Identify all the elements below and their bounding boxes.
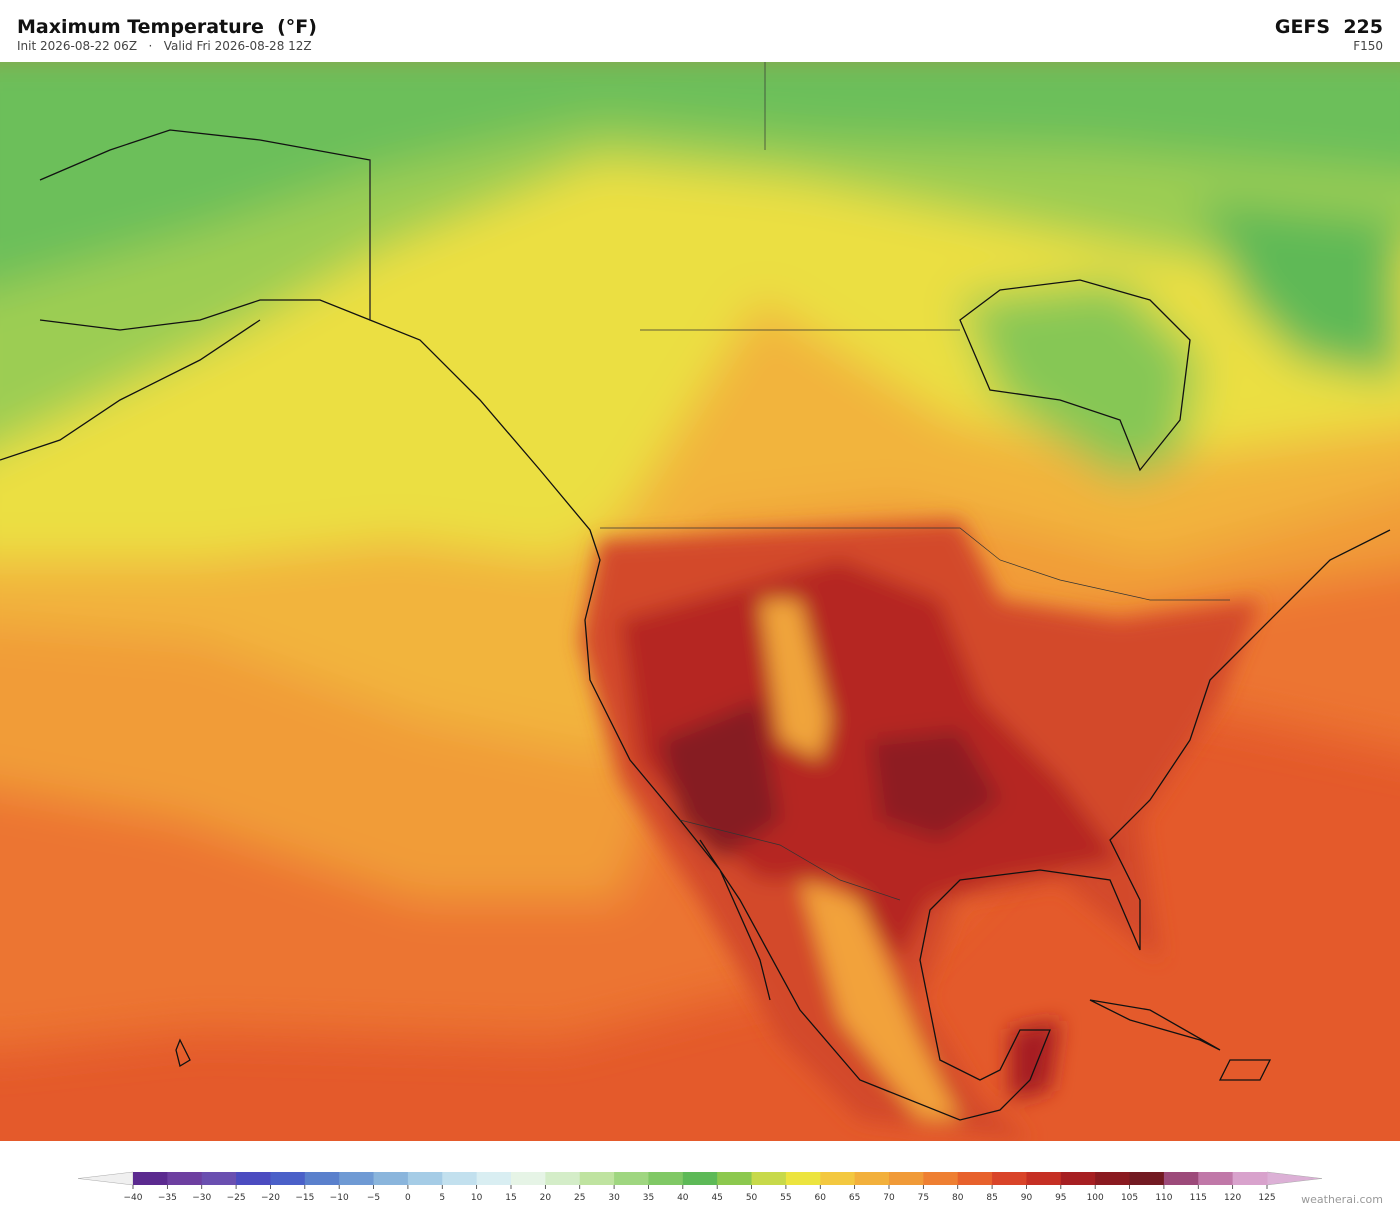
- colorbar-segment: [167, 1172, 203, 1185]
- subtitle: Init 2026-08-22 06Z · Valid Fri 2026-08-…: [17, 39, 312, 53]
- colorbar-tick-label: 70: [883, 1193, 895, 1203]
- coastlines: [0, 129, 1391, 1121]
- colorbar-under: [77, 1171, 134, 1186]
- colorbar-segment: [1198, 1172, 1234, 1185]
- colorbar-tick-label: −30: [192, 1193, 211, 1203]
- colorbar-segment: [201, 1172, 237, 1185]
- colorbar-tick-label: −5: [367, 1193, 380, 1203]
- colorbar-tick-label: 35: [643, 1193, 654, 1203]
- colorbar-segment: [511, 1172, 546, 1185]
- colorbar-tick-label: 95: [1055, 1193, 1066, 1203]
- colorbar-tick-label: 25: [574, 1193, 585, 1203]
- colorbar-segment: [854, 1172, 890, 1185]
- colorbar-segment: [614, 1172, 649, 1185]
- colorbar-tick-label: 85: [986, 1193, 997, 1203]
- colorbar-tick-label: 65: [849, 1193, 860, 1203]
- colorbar-tick-label: 0: [405, 1193, 411, 1203]
- colorbar-tick-label: 5: [439, 1193, 445, 1203]
- colorbar-tick-label: 40: [677, 1193, 689, 1203]
- colorbar-segment: [442, 1172, 478, 1185]
- header: Maximum Temperature (°F) Init 2026-08-22…: [0, 0, 1400, 62]
- colorbar-segment: [923, 1172, 959, 1185]
- colorbar-segment: [407, 1172, 443, 1185]
- title: Maximum Temperature (°F): [17, 16, 317, 38]
- colorbar-segment: [889, 1172, 924, 1185]
- colorbar-segment: [785, 1172, 821, 1185]
- colorbar-segment: [1163, 1172, 1199, 1185]
- colorbar-segment: [751, 1172, 787, 1185]
- colorbar-segment: [682, 1172, 718, 1185]
- colorbar-segment: [476, 1172, 512, 1185]
- colorbar-tick-label: −25: [227, 1193, 246, 1203]
- colorbar-tick-label: 55: [780, 1193, 791, 1203]
- colorbar-tick-label: −35: [158, 1193, 177, 1203]
- colorbar-tick-label: 20: [540, 1193, 552, 1203]
- colorbar-tick-label: 120: [1224, 1193, 1241, 1203]
- colorbar-tick-label: 80: [952, 1193, 964, 1203]
- colorbar-tick-label: 90: [1021, 1193, 1033, 1203]
- colorbar-tick-label: −10: [330, 1193, 349, 1203]
- colorbar-segment: [717, 1172, 753, 1185]
- colorbar-tick-label: 45: [711, 1193, 722, 1203]
- model-run: GEFS 225: [1274, 16, 1383, 38]
- colorbar-tick-label: 50: [746, 1193, 758, 1203]
- colorbar-tick-label: 110: [1155, 1193, 1172, 1203]
- colorbar-segment: [820, 1172, 856, 1185]
- colorbar-tick-label: 75: [918, 1193, 929, 1203]
- colorbar-segment: [339, 1172, 375, 1185]
- colorbar-tick-label: 115: [1190, 1193, 1207, 1203]
- colorbar-tick-label: 15: [505, 1193, 516, 1203]
- credit: weatherai.com: [1301, 1193, 1383, 1206]
- colorbar-segment: [373, 1172, 409, 1185]
- colorbar-segment: [648, 1172, 684, 1185]
- map: [0, 62, 1400, 1141]
- colorbar-segment: [579, 1172, 615, 1185]
- colorbar-tick-label: −20: [261, 1193, 280, 1203]
- colorbar-tick-label: 105: [1121, 1193, 1138, 1203]
- colorbar-tick-label: 30: [608, 1193, 620, 1203]
- colorbar-segment: [1060, 1172, 1096, 1185]
- colorbar-segment: [957, 1172, 993, 1185]
- colorbar-segment: [236, 1172, 271, 1185]
- colorbar-segment: [1232, 1172, 1268, 1185]
- colorbar-tick-label: 10: [471, 1193, 483, 1203]
- colorbar-tick-label: 60: [815, 1193, 827, 1203]
- forecast-hour: F150: [1353, 39, 1383, 53]
- colorbar-tick-label: 100: [1087, 1193, 1104, 1203]
- colorbar-segment: [1026, 1172, 1062, 1185]
- borders: [369, 62, 1230, 901]
- colorbar-tick-label: 125: [1258, 1193, 1275, 1203]
- colorbar-segment: [1095, 1172, 1131, 1185]
- colorbar: −40 −35 −30 −25 −20 −15 −10 −5 0 5 10 15 20 25 30 35 40 4…: [77, 1171, 1323, 1203]
- colorbar-segment: [992, 1172, 1027, 1185]
- temperature-field: [0, 62, 1400, 1141]
- colorbar-segment: [1129, 1172, 1165, 1185]
- colorbar-segment: [270, 1172, 306, 1185]
- colorbar-tick-label: −15: [295, 1193, 314, 1203]
- colorbar-segment: [304, 1172, 340, 1185]
- colorbar-tick-label: −40: [124, 1193, 143, 1203]
- colorbar-over: [1266, 1171, 1323, 1186]
- colorbar-segment: [133, 1172, 168, 1185]
- colorbar-segment: [545, 1172, 581, 1185]
